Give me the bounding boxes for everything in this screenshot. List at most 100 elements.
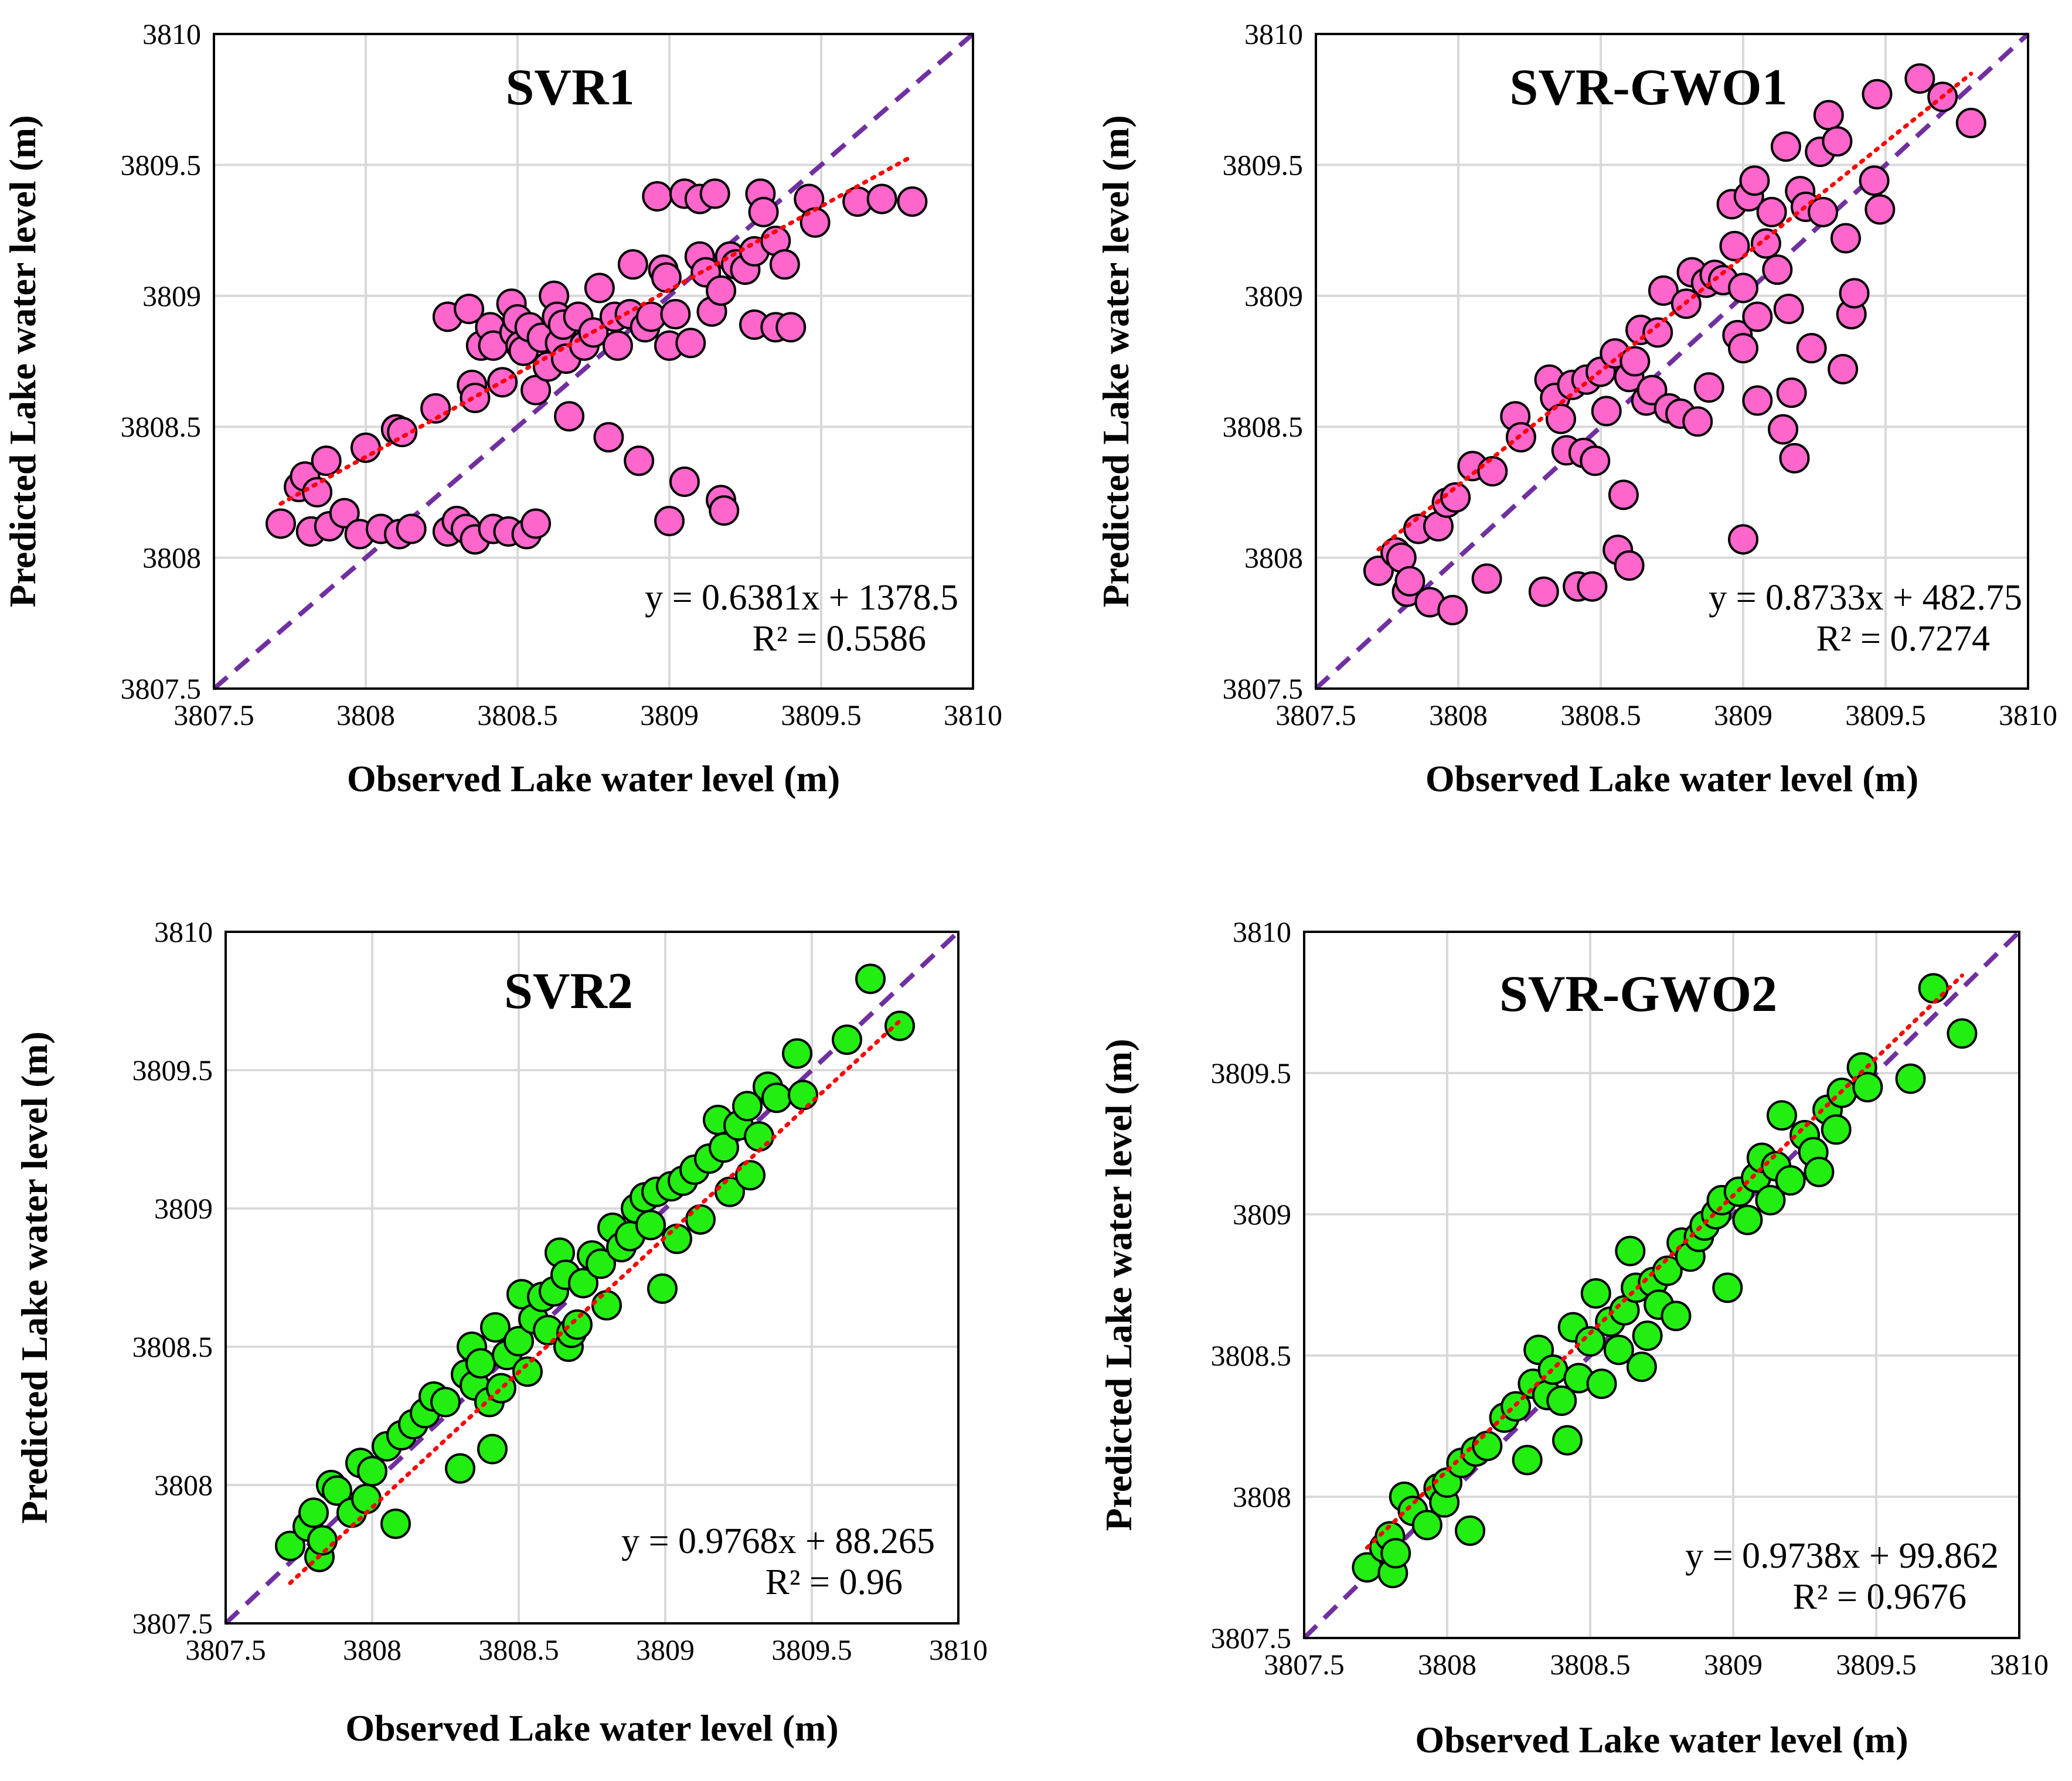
data-point [1615, 1235, 1646, 1266]
data-point [1642, 317, 1673, 348]
x-tick-label: 3809.5 [781, 699, 862, 731]
y-tick-label: 3807.5 [121, 672, 202, 705]
data-point [1762, 254, 1793, 285]
data-point [1865, 194, 1896, 225]
data-point [1472, 1431, 1503, 1462]
plot-frame [224, 931, 960, 1625]
data-point [1768, 414, 1799, 445]
y-tick-label: 3807.5 [1223, 672, 1304, 705]
data-point [706, 275, 737, 306]
data-point [1546, 1385, 1577, 1416]
y-tick-label: 3809 [154, 1192, 213, 1225]
data-point [554, 401, 585, 432]
data-point [1411, 1510, 1442, 1541]
data-point [1440, 482, 1471, 513]
data-point [617, 249, 648, 280]
y-tick-labels: 3807.5 3808 3808.5 3809 3809.5 3810 [1223, 18, 1304, 705]
data-point [1512, 1445, 1543, 1476]
data-point [351, 1483, 382, 1514]
y-tick-label: 3810 [154, 915, 213, 948]
data-point [357, 1456, 387, 1487]
data-point [445, 1453, 475, 1484]
data-point [322, 1475, 352, 1506]
x-tick-label: 3809 [636, 1633, 695, 1666]
data-point [660, 299, 691, 330]
x-tick-labels: 3807.5 3808 3808.5 3809 3809.5 3810 [185, 1633, 988, 1666]
data-point [782, 1038, 812, 1069]
data-point [715, 1176, 745, 1207]
x-tick-label: 3807.5 [173, 699, 254, 731]
data-point [1477, 456, 1508, 487]
x-tick-label: 3808.5 [477, 699, 558, 731]
data-point [1728, 524, 1758, 555]
data-point [503, 1326, 534, 1357]
data-point [1828, 353, 1859, 384]
x-tick-label: 3807.5 [1275, 699, 1356, 731]
data-point [1437, 594, 1468, 625]
y-axis-label: Predicted Lake water level (m) [1098, 1038, 1139, 1531]
data-point [1918, 973, 1949, 1004]
plot-frame [213, 33, 974, 690]
data-point [866, 183, 897, 214]
data-point [799, 207, 831, 238]
data-point [477, 1433, 508, 1465]
data-point [769, 249, 800, 280]
data-point [1839, 278, 1870, 309]
regression-equation: y = 0.9768x + 88.265 [621, 1521, 935, 1561]
data-point [699, 178, 730, 209]
x-tick-label: 3810 [944, 699, 1002, 731]
x-tick-label: 3810 [929, 1633, 988, 1666]
y-tick-label: 3809.5 [121, 148, 202, 181]
regression-equation: y = 0.6381x + 1378.5 [645, 578, 958, 618]
data-point [748, 196, 779, 227]
trend-line [278, 154, 914, 506]
data-point [1770, 131, 1801, 162]
x-tick-labels: 3807.5 3808 3808.5 3809 3809.5 3810 [1264, 1648, 2049, 1681]
data-points [265, 178, 928, 555]
plot-frame [1303, 931, 2020, 1639]
data-point [1742, 385, 1773, 416]
data-point [735, 1160, 765, 1191]
data-point [1859, 165, 1890, 196]
data-point [465, 1348, 496, 1379]
data-point [584, 273, 615, 304]
x-tick-label: 3808 [1429, 699, 1488, 731]
data-point [562, 1309, 593, 1340]
x-tick-label: 3807.5 [185, 1633, 266, 1666]
data-points [275, 963, 915, 1572]
x-axis-label: Observed Lake water level (m) [347, 758, 840, 799]
r-squared: R² = 0.9676 [1793, 1577, 1966, 1617]
regression-equation: y = 0.9738x + 99.862 [1685, 1536, 1999, 1576]
y-tick-label: 3808.5 [121, 410, 202, 443]
data-point [568, 1268, 598, 1299]
data-point [647, 1273, 678, 1304]
data-point [1821, 1114, 1852, 1145]
y-axis-label: Predicted Lake water level (m) [13, 1031, 55, 1524]
r-squared: R² = 0.5586 [753, 619, 926, 659]
x-tick-label: 3809.5 [1836, 1648, 1917, 1681]
r-squared: R² = 0.7274 [1816, 619, 1990, 659]
data-point [1732, 1204, 1763, 1235]
data-point [1766, 1100, 1797, 1131]
data-point [1552, 1425, 1583, 1456]
data-points [1352, 973, 1978, 1589]
data-point [732, 1091, 763, 1122]
plot-frame [1315, 33, 2029, 690]
x-tick-label: 3808 [1418, 1648, 1476, 1681]
data-point [1712, 1272, 1743, 1303]
x-axis-label: Observed Lake water level (m) [345, 1707, 838, 1749]
data-point [460, 383, 491, 414]
x-tick-label: 3809 [640, 699, 699, 731]
one-to-one-line [1314, 32, 2030, 690]
data-point [591, 1290, 622, 1321]
data-point [1580, 1278, 1611, 1309]
data-point [1580, 445, 1611, 476]
data-point [329, 498, 360, 529]
data-point [486, 1373, 516, 1404]
y-tick-label: 3808 [1244, 542, 1303, 574]
y-tick-label: 3808 [142, 542, 201, 574]
data-point [1955, 107, 1986, 138]
data-point [1808, 196, 1839, 227]
data-point [1380, 1538, 1411, 1569]
